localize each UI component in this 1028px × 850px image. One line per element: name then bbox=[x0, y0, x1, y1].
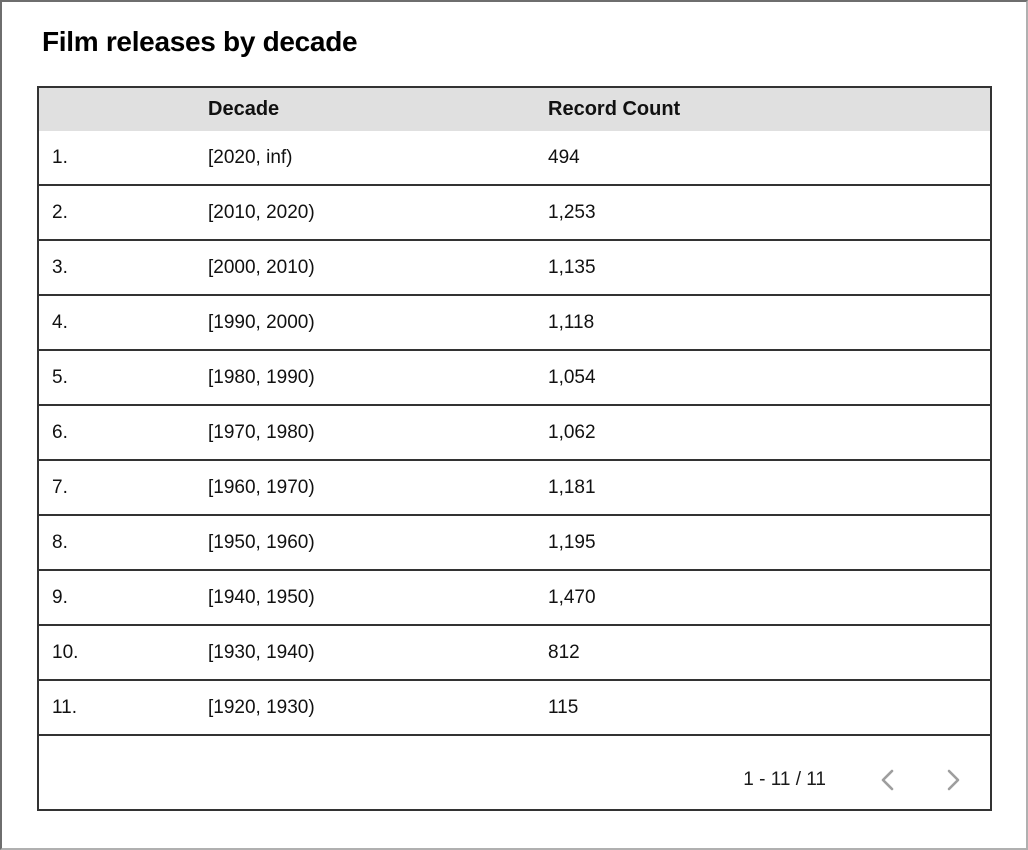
decade-cell: [1950, 1960) bbox=[195, 514, 535, 570]
table-chart: Decade Record Count 1. [2020, inf) 494 2. [2… bbox=[37, 86, 992, 811]
footer-row: 1 - 11 / 11 bbox=[38, 734, 991, 810]
row-number-cell: 4. bbox=[38, 294, 195, 350]
record-count-cell: 115 bbox=[535, 679, 991, 735]
data-table: Decade Record Count 1. [2020, inf) 494 2. [2… bbox=[37, 86, 992, 811]
row-number-cell: 6. bbox=[38, 404, 195, 460]
header-row: Decade Record Count bbox=[38, 87, 991, 131]
row-number-cell: 3. bbox=[38, 239, 195, 295]
record-count-cell: 1,054 bbox=[535, 349, 991, 405]
table-row: 10. [1930, 1940) 812 bbox=[38, 624, 991, 680]
next-page-button[interactable] bbox=[930, 757, 976, 803]
chevron-left-icon bbox=[881, 769, 893, 790]
pagination-range: 1 - 11 / 11 bbox=[743, 768, 826, 790]
decade-cell: [1940, 1950) bbox=[195, 569, 535, 625]
table-row: 1. [2020, inf) 494 bbox=[38, 131, 991, 185]
record-count-cell: 812 bbox=[535, 624, 991, 680]
header-record-count[interactable]: Record Count bbox=[535, 87, 991, 131]
chevron-right-icon bbox=[947, 769, 959, 790]
decade-cell: [1970, 1980) bbox=[195, 404, 535, 460]
table-row: 11. [1920, 1930) 115 bbox=[38, 679, 991, 735]
decade-cell: [2020, inf) bbox=[208, 146, 293, 168]
decade-cell: [1960, 1970) bbox=[195, 459, 535, 515]
table-row: 3. [2000, 2010) 1,135 bbox=[38, 239, 991, 295]
pagination: 1 - 11 / 11 bbox=[39, 743, 990, 803]
table-row: 5. [1980, 1990) 1,054 bbox=[38, 349, 991, 405]
decade-cell: [1920, 1930) bbox=[195, 679, 535, 735]
decade-cell: [2010, 2020) bbox=[195, 184, 535, 240]
table-row: 6. [1970, 1980) 1,062 bbox=[38, 404, 991, 460]
decade-cell: [1980, 1990) bbox=[195, 349, 535, 405]
record-count-cell: 1,253 bbox=[535, 184, 991, 240]
table-row: 9. [1940, 1950) 1,470 bbox=[38, 569, 991, 625]
prev-page-button[interactable] bbox=[864, 757, 910, 803]
table-row: 7. [1960, 1970) 1,181 bbox=[38, 459, 991, 515]
table-row: 2. [2010, 2020) 1,253 bbox=[38, 184, 991, 240]
record-count-cell: 494 bbox=[548, 146, 580, 168]
decade-cell: [1990, 2000) bbox=[195, 294, 535, 350]
decade-cell: [1930, 1940) bbox=[195, 624, 535, 680]
table-row: 4. [1990, 2000) 1,118 bbox=[38, 294, 991, 350]
record-count-cell: 1,118 bbox=[535, 294, 991, 350]
row-number-cell: 9. bbox=[38, 569, 195, 625]
chart-title: Film releases by decade bbox=[42, 26, 358, 57]
record-count-cell: 1,062 bbox=[535, 404, 991, 460]
row-number-cell: 10. bbox=[38, 624, 195, 680]
record-count-cell: 1,181 bbox=[535, 459, 991, 515]
record-count-cell: 1,470 bbox=[535, 569, 991, 625]
decade-cell: [2000, 2010) bbox=[195, 239, 535, 295]
row-number-cell: 7. bbox=[38, 459, 195, 515]
row-number-cell: 1. bbox=[52, 146, 68, 168]
record-count-cell: 1,135 bbox=[535, 239, 991, 295]
row-number-cell: 8. bbox=[38, 514, 195, 570]
header-row-number bbox=[38, 87, 195, 131]
table-row: 8. [1950, 1960) 1,195 bbox=[38, 514, 991, 570]
row-number-cell: 11. bbox=[38, 679, 195, 735]
row-number-cell: 5. bbox=[38, 349, 195, 405]
record-count-cell: 1,195 bbox=[535, 514, 991, 570]
row-number-cell: 2. bbox=[38, 184, 195, 240]
header-decade[interactable]: Decade bbox=[195, 87, 535, 131]
